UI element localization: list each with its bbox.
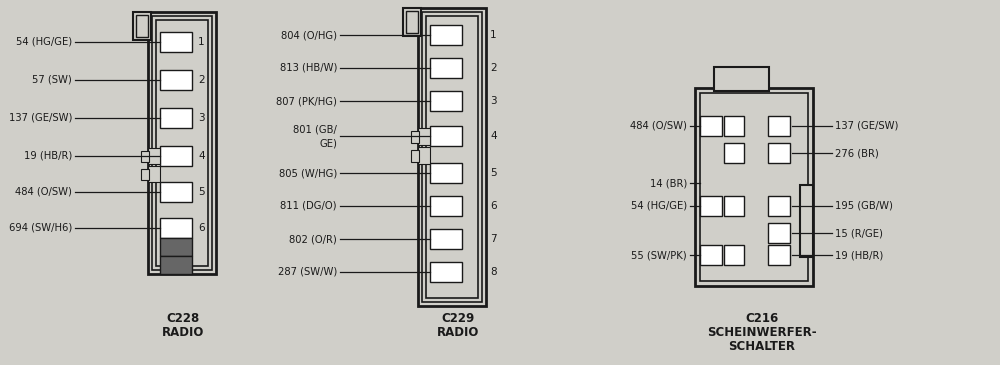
Bar bbox=[430, 91, 462, 111]
Text: 3: 3 bbox=[490, 96, 497, 106]
Text: C228: C228 bbox=[166, 311, 200, 324]
Text: 484 (O/SW): 484 (O/SW) bbox=[15, 187, 72, 197]
Bar bbox=[426, 16, 478, 298]
Text: RADIO: RADIO bbox=[437, 326, 479, 338]
Text: 8: 8 bbox=[490, 267, 497, 277]
Bar bbox=[700, 196, 722, 216]
Bar bbox=[160, 108, 192, 128]
Text: 805 (W/HG): 805 (W/HG) bbox=[279, 168, 337, 178]
Text: 811 (DG/O): 811 (DG/O) bbox=[280, 201, 337, 211]
Bar bbox=[724, 116, 744, 136]
Text: 3: 3 bbox=[198, 113, 205, 123]
Text: 19 (HB/R): 19 (HB/R) bbox=[24, 151, 72, 161]
Bar bbox=[430, 163, 462, 183]
Text: C216: C216 bbox=[745, 311, 779, 324]
Text: 6: 6 bbox=[198, 223, 205, 233]
Bar bbox=[724, 196, 744, 216]
Bar bbox=[724, 143, 744, 163]
Bar bbox=[430, 196, 462, 216]
Bar bbox=[430, 25, 462, 45]
Bar bbox=[430, 58, 462, 78]
Bar bbox=[160, 218, 192, 238]
Text: 2: 2 bbox=[490, 63, 497, 73]
Bar bbox=[136, 15, 148, 37]
Text: 4: 4 bbox=[198, 151, 205, 161]
Bar bbox=[430, 126, 462, 146]
Text: 1: 1 bbox=[490, 30, 497, 40]
Text: 54 (HG/GE): 54 (HG/GE) bbox=[631, 201, 687, 211]
Text: C229: C229 bbox=[441, 311, 475, 324]
Text: 2: 2 bbox=[198, 75, 205, 85]
Text: 807 (PK/HG): 807 (PK/HG) bbox=[276, 96, 337, 106]
Bar bbox=[768, 223, 790, 243]
Text: 5: 5 bbox=[490, 168, 497, 178]
Text: 1: 1 bbox=[198, 37, 205, 47]
Bar bbox=[141, 169, 149, 180]
Bar bbox=[430, 229, 462, 249]
Bar bbox=[714, 67, 769, 91]
Bar bbox=[160, 238, 192, 256]
Bar bbox=[768, 143, 790, 163]
Text: 276 (BR): 276 (BR) bbox=[835, 148, 879, 158]
Text: 484 (O/SW): 484 (O/SW) bbox=[630, 121, 687, 131]
Bar bbox=[700, 93, 808, 281]
Bar bbox=[133, 12, 151, 40]
Bar bbox=[411, 150, 419, 162]
Bar bbox=[700, 245, 722, 265]
Bar bbox=[768, 196, 790, 216]
Text: 55 (SW/PK): 55 (SW/PK) bbox=[631, 250, 687, 260]
Bar bbox=[152, 16, 212, 270]
Bar bbox=[148, 12, 216, 274]
Bar bbox=[768, 245, 790, 265]
Bar bbox=[403, 8, 421, 36]
Text: 804 (O/HG): 804 (O/HG) bbox=[281, 30, 337, 40]
Text: 694 (SW/H6): 694 (SW/H6) bbox=[9, 223, 72, 233]
Bar bbox=[160, 256, 192, 274]
Text: 57 (SW): 57 (SW) bbox=[32, 75, 72, 85]
Text: 15 (R/GE): 15 (R/GE) bbox=[835, 228, 883, 238]
Bar bbox=[156, 20, 208, 266]
Bar bbox=[418, 147, 430, 164]
Text: 137 (GE/SW): 137 (GE/SW) bbox=[835, 121, 898, 131]
Text: 54 (HG/GE): 54 (HG/GE) bbox=[16, 37, 72, 47]
Text: 137 (GE/SW): 137 (GE/SW) bbox=[9, 113, 72, 123]
Text: 6: 6 bbox=[490, 201, 497, 211]
Bar bbox=[800, 185, 813, 257]
Bar bbox=[160, 32, 192, 52]
Bar bbox=[148, 166, 160, 182]
Bar bbox=[430, 262, 462, 282]
Text: 287 (SW/W): 287 (SW/W) bbox=[278, 267, 337, 277]
Text: 813 (HB/W): 813 (HB/W) bbox=[280, 63, 337, 73]
Bar bbox=[160, 146, 192, 166]
Text: 7: 7 bbox=[490, 234, 497, 244]
Bar bbox=[418, 128, 430, 145]
Text: SCHEINWERFER-: SCHEINWERFER- bbox=[707, 326, 817, 338]
Text: GE): GE) bbox=[319, 138, 337, 148]
Text: 4: 4 bbox=[490, 131, 497, 141]
Bar bbox=[160, 182, 192, 202]
Bar bbox=[418, 8, 486, 306]
Bar bbox=[724, 245, 744, 265]
Text: 19 (HB/R): 19 (HB/R) bbox=[835, 250, 883, 260]
Text: 14 (BR): 14 (BR) bbox=[650, 178, 687, 188]
Text: 801 (GB/: 801 (GB/ bbox=[293, 125, 337, 135]
Text: 195 (GB/W): 195 (GB/W) bbox=[835, 201, 893, 211]
Bar bbox=[700, 116, 722, 136]
Bar bbox=[768, 116, 790, 136]
Text: 802 (O/R): 802 (O/R) bbox=[289, 234, 337, 244]
Bar bbox=[695, 88, 813, 286]
Bar bbox=[141, 151, 149, 162]
Text: 5: 5 bbox=[198, 187, 205, 197]
Bar bbox=[406, 11, 418, 33]
Bar bbox=[160, 70, 192, 90]
Bar bbox=[148, 148, 160, 164]
Text: RADIO: RADIO bbox=[162, 326, 204, 338]
Text: SCHALTER: SCHALTER bbox=[728, 339, 796, 353]
Bar bbox=[411, 131, 419, 143]
Bar bbox=[422, 12, 482, 302]
